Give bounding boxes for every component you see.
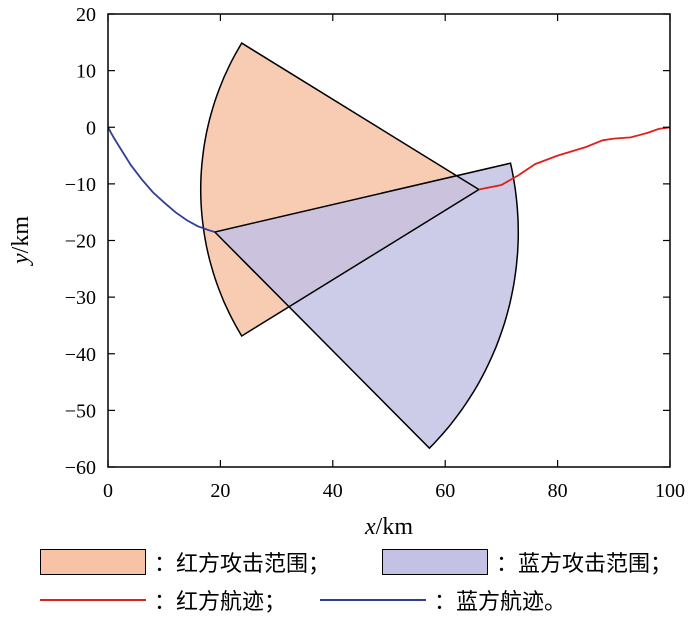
y-tick-label: −20: [65, 231, 96, 253]
legend-label-red-track: ：红方航迹；: [154, 590, 287, 615]
y-tick-label: −40: [65, 344, 96, 366]
legend-label-blue-range: ：蓝方攻击范围；: [496, 552, 673, 577]
y-tick-label: −30: [65, 287, 96, 309]
axis-ticks: [107, 13, 671, 468]
legend-item-blue-track: ：蓝方航迹。: [320, 584, 566, 616]
track-line-1: [107, 126, 216, 233]
x-tick-label: 80: [548, 480, 568, 502]
y-axis-label: y/km: [8, 216, 34, 266]
legend-row-ranges: ：红方攻击范围； ：蓝方攻击范围；: [40, 546, 700, 578]
legend-swatch-blue-range: [382, 549, 488, 575]
y-tick-label: −60: [65, 457, 96, 479]
sector-outline-1: [213, 162, 520, 450]
y-tick-label: −10: [65, 174, 96, 196]
y-tick-label: 0: [86, 117, 96, 139]
sector-outline-0: [199, 42, 481, 338]
legend-label-red-range: ：红方攻击范围；: [154, 552, 331, 577]
x-axis-label: x/km: [364, 514, 413, 540]
legend-swatch-red-track: [40, 599, 146, 601]
legend-swatch-blue-track: [320, 599, 426, 601]
plot-fills: [199, 42, 520, 450]
x-tick-label: 40: [323, 480, 343, 502]
legend-item-red-track: ：红方航迹；: [40, 584, 286, 616]
y-tick-label: 10: [76, 61, 96, 83]
legend-item-red-range: ：红方攻击范围；: [40, 546, 330, 578]
plot-lines: [107, 126, 671, 233]
legend-label-blue-track: ：蓝方航迹。: [434, 590, 567, 615]
legend-item-blue-range: ：蓝方攻击范围；: [382, 546, 672, 578]
legend: ：红方攻击范围； ：蓝方攻击范围； ：红方航迹； ：蓝方航迹。: [40, 546, 700, 616]
y-tick-label: −50: [65, 400, 96, 422]
y-tick-label: 20: [76, 4, 96, 26]
sector-fill-1: [214, 163, 519, 449]
legend-row-tracks: ：红方航迹； ：蓝方航迹。: [40, 584, 700, 616]
x-tick-label: 20: [210, 480, 230, 502]
x-tick-label: 60: [435, 480, 455, 502]
x-tick-label: 0: [103, 480, 113, 502]
track-line-0: [478, 126, 671, 191]
x-tick-label: 100: [655, 480, 685, 502]
legend-swatch-red-range: [40, 549, 146, 575]
